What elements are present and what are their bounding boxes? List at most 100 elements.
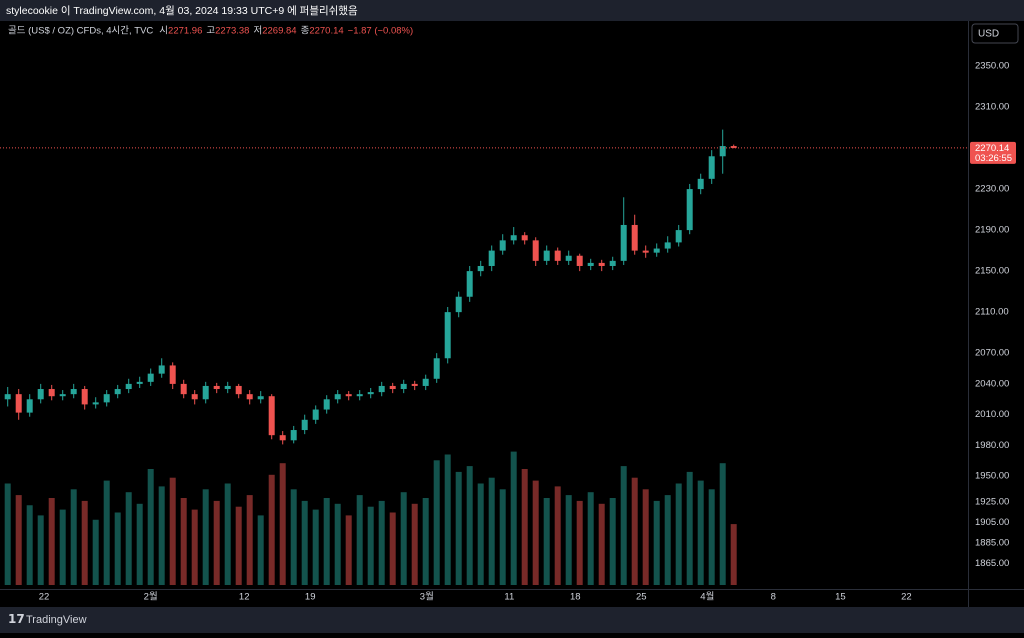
volume-bar xyxy=(686,471,693,585)
volume-bar xyxy=(697,480,704,585)
volume-bar xyxy=(257,515,264,585)
volume-bar xyxy=(466,466,473,585)
y-tick-label: 1885.00 xyxy=(975,537,1009,548)
volume-bar xyxy=(653,500,660,585)
x-tick-label: 4월 xyxy=(700,591,714,603)
volume-bar xyxy=(92,519,99,585)
volume-bar xyxy=(389,512,396,585)
candle-body xyxy=(224,385,231,390)
candle-body xyxy=(169,365,176,384)
candle-body xyxy=(510,235,517,241)
legend-label: 저 xyxy=(253,26,262,37)
volume-bar xyxy=(565,495,572,585)
y-tick-label: 2230.00 xyxy=(975,184,1009,195)
candle-body xyxy=(158,365,165,374)
volume-bar xyxy=(15,495,22,585)
candle-body xyxy=(92,402,99,405)
currency[interactable]: USD xyxy=(978,29,999,40)
volume-bar xyxy=(246,495,253,585)
candle-body xyxy=(235,385,242,395)
x-tick-label: 19 xyxy=(305,592,316,603)
volume-bar xyxy=(70,489,77,585)
volume-bar xyxy=(532,480,539,585)
volume-bar xyxy=(59,509,66,585)
y-tick-label: 1865.00 xyxy=(975,558,1009,569)
candle-body xyxy=(312,409,319,420)
volume-bar xyxy=(323,498,330,585)
volume-bar xyxy=(334,503,341,585)
candle-body xyxy=(411,383,418,386)
volume-bar xyxy=(125,492,132,585)
y-tick-label: 2110.00 xyxy=(975,307,1009,318)
volume-bar xyxy=(488,477,495,585)
x-tick-label: 25 xyxy=(636,592,647,603)
volume-bar xyxy=(598,503,605,585)
candle-body xyxy=(576,255,583,266)
volume-bar xyxy=(312,509,319,585)
volume-bar xyxy=(37,515,44,585)
candle-body xyxy=(675,230,682,243)
y-tick-label: 2310.00 xyxy=(975,102,1009,113)
volume-bar xyxy=(400,492,407,585)
legend-label: 시 xyxy=(159,26,168,37)
candle-body xyxy=(345,394,352,397)
legend-label: 고 xyxy=(206,26,215,37)
volume-bar xyxy=(158,486,165,585)
candle-body xyxy=(433,358,440,379)
y-tick-label: 2350.00 xyxy=(975,61,1009,72)
candle-body xyxy=(532,240,539,261)
volume-bar xyxy=(136,503,143,585)
volume-bar xyxy=(554,486,561,585)
volume-bar xyxy=(521,469,528,585)
candle-body xyxy=(59,394,66,397)
candle-body xyxy=(631,224,638,251)
candle-body xyxy=(213,385,220,390)
volume-bar xyxy=(213,500,220,585)
y-tick-label: 2040.00 xyxy=(975,378,1009,389)
y-tick-label: 1950.00 xyxy=(975,471,1009,482)
candle-body xyxy=(15,394,22,413)
volume-bar xyxy=(169,477,176,585)
last-price-box xyxy=(970,141,1016,164)
volume-bar xyxy=(48,498,55,585)
candle-body xyxy=(466,271,473,297)
volume-bar xyxy=(235,506,242,585)
x-tick-label: 2월 xyxy=(144,591,158,603)
brand: TradingView xyxy=(26,614,87,626)
candle-body xyxy=(609,260,616,266)
candle-body xyxy=(70,389,77,395)
volume-bar xyxy=(444,454,451,585)
volume-bar xyxy=(620,466,627,585)
volume-bar xyxy=(378,500,385,585)
volume-bar xyxy=(455,471,462,585)
candle-body xyxy=(103,394,110,403)
volume-bar xyxy=(719,463,726,585)
candle-body xyxy=(202,385,209,400)
volume-bar xyxy=(730,524,737,585)
candle-body xyxy=(455,296,462,313)
candle-body xyxy=(334,394,341,400)
x-tick-label: 22 xyxy=(39,592,50,603)
volume-bar xyxy=(664,495,671,585)
candle-body xyxy=(565,255,572,261)
candle-body xyxy=(708,156,715,179)
candle-body xyxy=(246,394,253,400)
y-tick-label: 1925.00 xyxy=(975,496,1009,507)
legend-change: −1.87 (−0.08%) xyxy=(348,26,414,37)
volume-bar xyxy=(510,451,517,585)
legend-value: 2270.14 xyxy=(309,26,343,37)
footer-bar xyxy=(0,607,1024,633)
y-tick-label: 1905.00 xyxy=(975,517,1009,528)
candle-body xyxy=(730,146,737,148)
volume-bar xyxy=(290,489,297,585)
x-tick-label: 8 xyxy=(771,592,776,603)
currency-button[interactable] xyxy=(971,23,1019,44)
candle-body xyxy=(598,262,605,266)
volume-bar xyxy=(411,503,418,585)
candle-body xyxy=(279,435,286,441)
volume-bar xyxy=(4,483,11,585)
candle-body xyxy=(719,146,726,157)
volume-bar xyxy=(268,474,275,585)
candle-body xyxy=(301,419,308,431)
